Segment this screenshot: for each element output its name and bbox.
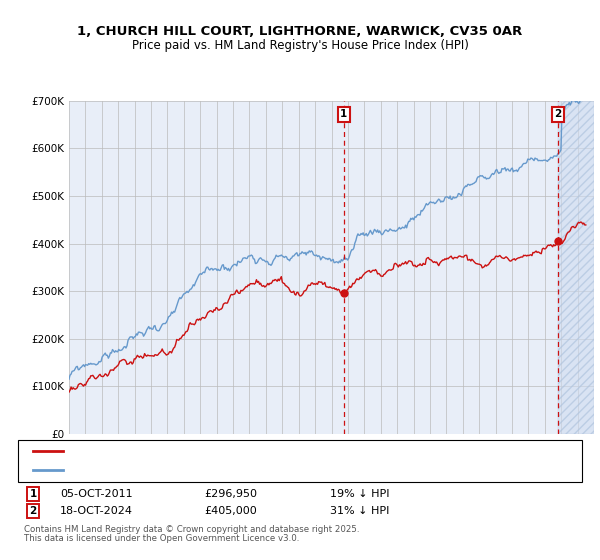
Text: This data is licensed under the Open Government Licence v3.0.: This data is licensed under the Open Gov…: [24, 534, 299, 543]
Text: 2: 2: [29, 506, 37, 516]
Text: 19% ↓ HPI: 19% ↓ HPI: [330, 489, 389, 499]
Text: £405,000: £405,000: [204, 506, 257, 516]
Text: Price paid vs. HM Land Registry's House Price Index (HPI): Price paid vs. HM Land Registry's House …: [131, 39, 469, 52]
Text: HPI: Average price, detached house, Stratford-on-Avon: HPI: Average price, detached house, Stra…: [69, 465, 341, 475]
Bar: [558, 101, 594, 434]
Text: 1, CHURCH HILL COURT, LIGHTHORNE, WARWICK, CV35 0AR (detached house): 1, CHURCH HILL COURT, LIGHTHORNE, WARWIC…: [69, 446, 460, 456]
Text: Contains HM Land Registry data © Crown copyright and database right 2025.: Contains HM Land Registry data © Crown c…: [24, 525, 359, 534]
Text: 05-OCT-2011: 05-OCT-2011: [60, 489, 133, 499]
Text: 18-OCT-2024: 18-OCT-2024: [60, 506, 133, 516]
Text: £296,950: £296,950: [204, 489, 257, 499]
Bar: [558, 101, 594, 434]
Text: 1, CHURCH HILL COURT, LIGHTHORNE, WARWICK, CV35 0AR: 1, CHURCH HILL COURT, LIGHTHORNE, WARWIC…: [77, 25, 523, 38]
Text: 1: 1: [340, 109, 347, 119]
Text: 2: 2: [554, 109, 562, 119]
Text: 31% ↓ HPI: 31% ↓ HPI: [330, 506, 389, 516]
Text: 1: 1: [29, 489, 37, 499]
